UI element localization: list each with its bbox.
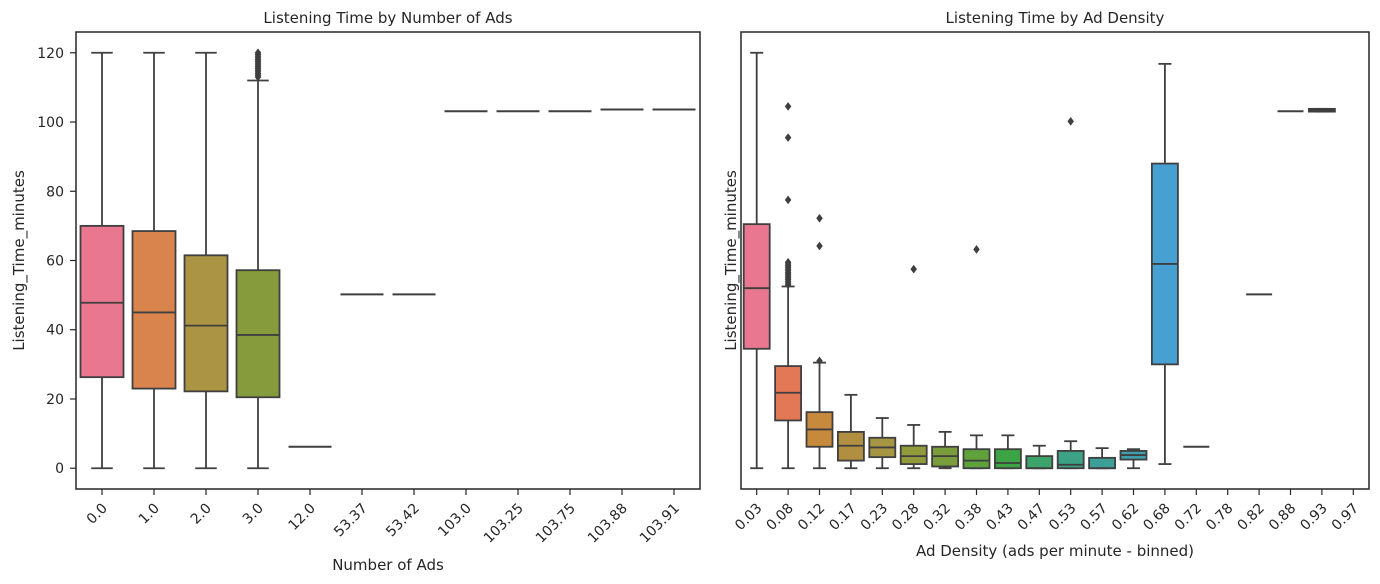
box-iqr bbox=[183, 254, 229, 393]
outlier-point bbox=[816, 356, 823, 366]
x-tick-label: 0.93 bbox=[1297, 501, 1330, 534]
x-tick-label: 103.25 bbox=[481, 501, 527, 547]
outlier-point bbox=[1067, 116, 1075, 126]
x-tick-label: 0.0 bbox=[84, 501, 111, 528]
x-tick-label: 12.0 bbox=[285, 501, 318, 534]
x-tick-label: 103.88 bbox=[585, 501, 631, 547]
x-tick-label: 2.0 bbox=[188, 501, 215, 528]
outlier-point bbox=[910, 264, 918, 274]
x-tick-label: 0.43 bbox=[983, 501, 1016, 534]
x-tick-label: 0.17 bbox=[826, 501, 859, 534]
box-0.62 bbox=[1119, 448, 1148, 470]
box-iqr bbox=[1088, 456, 1116, 470]
x-tick-label: 0.68 bbox=[1140, 501, 1173, 534]
box-iqr bbox=[1025, 455, 1054, 470]
x-tick-label: 3.0 bbox=[240, 501, 267, 528]
x-tick-label: 0.47 bbox=[1015, 501, 1048, 534]
chart-panel-density: Listening Time by Ad Density Listening_Ti… bbox=[722, 9, 1370, 560]
outlier-point bbox=[973, 245, 980, 254]
y-tick-label: 40 bbox=[46, 323, 64, 339]
box-1.0 bbox=[131, 51, 177, 470]
box-0.43 bbox=[994, 434, 1022, 470]
x-tick-label: 0.62 bbox=[1109, 501, 1142, 534]
x-tick-label: 103.91 bbox=[637, 501, 683, 547]
box-0.0 bbox=[79, 51, 125, 470]
box-iqr bbox=[962, 448, 991, 470]
outlier-point bbox=[784, 195, 792, 205]
x-tick-label: 0.08 bbox=[764, 501, 797, 534]
x-tick-label: 0.28 bbox=[889, 501, 922, 534]
x-tick-label: 103.0 bbox=[435, 501, 475, 541]
x-tick-label: 0.12 bbox=[795, 501, 828, 534]
box-iqr bbox=[742, 223, 771, 350]
box-2.0 bbox=[183, 51, 229, 470]
box-0.28 bbox=[899, 264, 928, 470]
y-tick-label: 80 bbox=[46, 184, 64, 200]
box-iqr bbox=[994, 448, 1022, 470]
y-tick-label: 100 bbox=[37, 115, 64, 131]
x-tick-label: 0.82 bbox=[1235, 501, 1268, 534]
plot-frame bbox=[75, 31, 701, 490]
box-iqr bbox=[131, 230, 177, 390]
x-tick-label: 0.57 bbox=[1078, 501, 1111, 534]
x-tick-label: 0.72 bbox=[1172, 501, 1205, 534]
x-tick-label: 0.88 bbox=[1266, 501, 1299, 534]
outlier-point bbox=[254, 48, 262, 58]
x-tick-label: 0.97 bbox=[1329, 501, 1362, 534]
x-tick-label: 53.42 bbox=[383, 501, 423, 541]
chart-panel-ads: Listening Time by Number of Ads 0 20 40 60 80… bbox=[10, 9, 701, 574]
outlier-point bbox=[784, 133, 792, 143]
y-tick-label: 60 bbox=[46, 254, 64, 270]
box-0.12 bbox=[805, 213, 834, 470]
x-tick-label: 0.78 bbox=[1203, 501, 1236, 534]
x-tick-label: 53.37 bbox=[331, 501, 371, 541]
box-0.38 bbox=[962, 245, 991, 470]
outlier-point bbox=[816, 213, 823, 223]
box-3.0 bbox=[235, 48, 281, 470]
outlier-point bbox=[784, 102, 792, 111]
y-tick-label: 0 bbox=[55, 461, 64, 477]
box-0.08 bbox=[774, 102, 802, 470]
y-tick-label: 20 bbox=[46, 392, 64, 408]
chart-title: Listening Time by Number of Ads bbox=[263, 9, 512, 27]
x-tick-label: 1.0 bbox=[136, 501, 163, 528]
box-0.93 bbox=[1308, 107, 1336, 113]
y-tick-label: 120 bbox=[37, 46, 64, 62]
y-axis-label: Listening_Time_minutes bbox=[722, 170, 741, 351]
y-axis-label: Listening_Time_minutes bbox=[10, 170, 29, 351]
x-axis-label: Number of Ads bbox=[332, 556, 444, 574]
box-0.17 bbox=[837, 393, 865, 470]
outlier-point bbox=[784, 257, 792, 267]
x-tick-label: 0.38 bbox=[952, 501, 985, 534]
box-0.53 bbox=[1056, 116, 1085, 470]
x-tick-label: 0.53 bbox=[1046, 501, 1079, 534]
x-tick-label: 0.23 bbox=[858, 501, 891, 534]
box-0.57 bbox=[1088, 447, 1116, 470]
outlier-point bbox=[816, 241, 823, 251]
box-0.47 bbox=[1025, 444, 1054, 470]
box-0.68 bbox=[1151, 62, 1179, 465]
plot-frame bbox=[740, 31, 1370, 490]
box-iqr bbox=[79, 224, 125, 379]
x-axis-label: Ad Density (ads per minute - binned) bbox=[916, 542, 1194, 560]
box-0.32 bbox=[931, 430, 959, 470]
box-iqr bbox=[899, 444, 928, 465]
chart-title: Listening Time by Ad Density bbox=[946, 9, 1165, 27]
box-iqr bbox=[235, 269, 281, 399]
x-tick-label: 0.03 bbox=[732, 501, 765, 534]
x-tick-label: 0.32 bbox=[921, 501, 954, 534]
box-0.23 bbox=[868, 417, 897, 470]
box-0.03 bbox=[742, 51, 771, 470]
x-tick-label: 103.75 bbox=[533, 501, 579, 547]
